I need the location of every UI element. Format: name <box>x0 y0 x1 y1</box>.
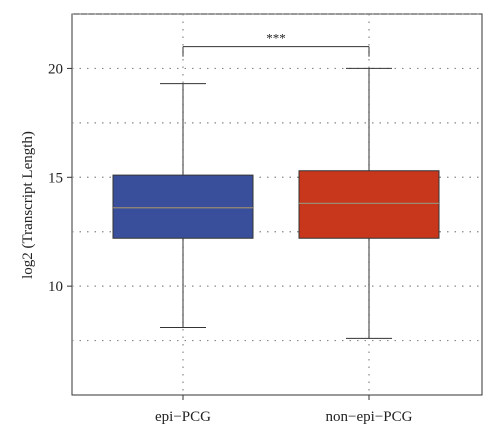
y-tick-label: 15 <box>48 170 63 186</box>
plot-frame <box>71 13 483 396</box>
sig-label: *** <box>266 31 286 46</box>
x-axis-labels: epi−PCG non−epi−PCG <box>155 395 413 425</box>
significance-bracket: *** <box>182 31 370 57</box>
y-axis-label: log2 (Transcript Length) <box>20 131 36 279</box>
y-tick-label: 10 <box>48 279 63 295</box>
y-axis-ticks: 10 15 20 <box>48 61 72 295</box>
box-iqr <box>298 170 440 239</box>
box-1 <box>112 83 254 329</box>
y-tick-label: 20 <box>48 61 63 77</box>
box-group <box>112 67 440 339</box>
x-tick-label: non−epi−PCG <box>326 409 413 425</box>
x-tick-label: epi−PCG <box>155 409 211 425</box>
box-2 <box>298 67 440 339</box>
box-iqr <box>112 174 254 239</box>
